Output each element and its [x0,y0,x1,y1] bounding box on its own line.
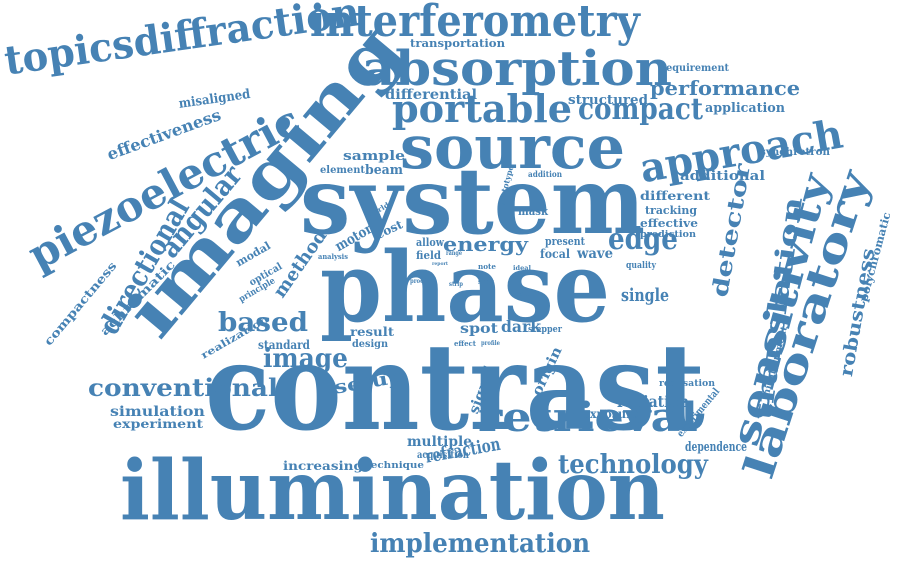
word-effect: effect [454,339,477,348]
word-image: image [263,344,348,374]
word-element: element [320,165,365,176]
word-portable: portable [392,86,573,131]
word-strip: strip [449,281,463,288]
word-order: order [513,291,531,298]
word-synchrotron: synchrotron [760,147,831,158]
word-standard: standard [258,338,310,352]
word-simulation: simulation [110,404,205,420]
word-increasing: increasing [283,459,363,473]
word-beam: beam [365,163,404,178]
word-source: source [400,113,626,183]
word-multiple: multiple [407,434,473,450]
word-compact: compact [578,92,704,127]
word-structured: structured [568,93,648,108]
word-spot: spot [460,321,499,337]
word-absorption: absorption [362,41,672,97]
word-range: range [446,250,462,257]
word-realisation: realisation [659,379,716,389]
word-technique: technique [366,461,425,471]
word-energy: energy [443,232,528,256]
word-implementation: implementation [370,529,591,559]
word-retrieval: retrieval [478,394,698,441]
word-mask: mask [518,205,548,218]
word-result: result [350,325,395,339]
word-system: system [300,147,646,255]
word-stepper: stepper [528,325,562,335]
word-design: design [352,339,389,350]
word-interferometry: interferometry [310,0,640,47]
word-field: field [416,249,441,262]
word-note: note [478,262,496,271]
word-effective: effective [640,217,698,230]
word-application: application [705,101,786,116]
word-quality: quality [626,261,656,271]
word-present: present [545,235,585,248]
word-dependence: dependence [685,440,747,455]
word-proof: proof [410,278,426,285]
word-performance: performance [650,76,801,100]
word-ideal: ideal [513,265,532,272]
word-wave: wave [577,246,613,262]
word-experiment: experiment [113,417,204,431]
word-analysis: analysis [318,252,348,261]
word-transportation: transportation [410,37,506,50]
word-single: single [621,285,670,306]
word-allow: allow [416,236,445,249]
word-edge: edge [608,222,678,257]
word-differential: differential [385,87,478,103]
word-shot: shot [478,277,495,286]
word-additional: additional [680,169,766,184]
word-conventional: conventional [88,373,279,402]
word-sample: sample [343,149,406,164]
word-phase: phase [320,231,611,344]
word-dark: dark [501,317,542,336]
word-contrast: contrast [205,317,705,458]
word-addition: addition [528,169,563,179]
word-prediction: prediction [640,230,696,240]
word-focal: focal [540,247,570,261]
word-different: different [640,189,710,203]
word-based: based [218,308,308,338]
word-profile: profile [481,340,500,347]
word-illumination: illumination [120,443,665,539]
word-report: report [432,261,448,267]
word-requirement: requirement [661,63,729,74]
word-exposure: exposure [583,407,640,421]
word-radiation: radiation [617,392,690,411]
word-tracking: tracking [645,204,697,217]
word-acquisition: acquisition [417,450,469,461]
word-technology: technology [558,450,708,480]
